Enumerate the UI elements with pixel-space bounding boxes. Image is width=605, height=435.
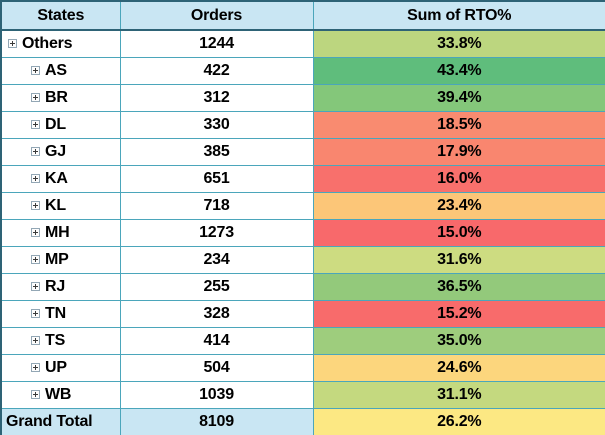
orders-cell: 330 bbox=[119, 110, 314, 139]
state-label: Others bbox=[22, 34, 73, 52]
orders-cell: 504 bbox=[119, 353, 314, 382]
orders-cell: 234 bbox=[119, 245, 314, 274]
state-cell: KA bbox=[0, 164, 121, 193]
expand-icon[interactable] bbox=[31, 201, 40, 210]
grand-total-rto-cell: 26.2% bbox=[312, 407, 605, 435]
expand-icon[interactable] bbox=[31, 93, 40, 102]
table-row: RJ 255 36.5% bbox=[0, 272, 605, 301]
state-cell: TS bbox=[0, 326, 121, 355]
expand-icon[interactable] bbox=[31, 66, 40, 75]
expand-icon[interactable] bbox=[31, 147, 40, 156]
table-row: Others 1244 33.8% bbox=[0, 29, 605, 58]
expand-icon[interactable] bbox=[31, 363, 40, 372]
state-cell: BR bbox=[0, 83, 121, 112]
table-footer: Grand Total 8109 26.2% bbox=[0, 407, 605, 435]
state-cell: TN bbox=[0, 299, 121, 328]
expand-icon[interactable] bbox=[31, 309, 40, 318]
expand-icon[interactable] bbox=[31, 120, 40, 129]
expand-icon[interactable] bbox=[31, 282, 40, 291]
expand-icon[interactable] bbox=[31, 255, 40, 264]
table-row: KA 651 16.0% bbox=[0, 164, 605, 193]
state-cell: DL bbox=[0, 110, 121, 139]
orders-cell: 422 bbox=[119, 56, 314, 85]
orders-cell: 255 bbox=[119, 272, 314, 301]
grand-total-row: Grand Total 8109 26.2% bbox=[0, 407, 605, 435]
rto-cell: 33.8% bbox=[312, 29, 605, 58]
column-header-states: States bbox=[0, 0, 121, 31]
table-row: BR 312 39.4% bbox=[0, 83, 605, 112]
state-cell: MH bbox=[0, 218, 121, 247]
table-row: TS 414 35.0% bbox=[0, 326, 605, 355]
table-row: TN 328 15.2% bbox=[0, 299, 605, 328]
state-cell: MP bbox=[0, 245, 121, 274]
state-label: MP bbox=[45, 250, 69, 268]
expand-icon[interactable] bbox=[8, 39, 17, 49]
table-row: MP 234 31.6% bbox=[0, 245, 605, 274]
rto-cell: 36.5% bbox=[312, 272, 605, 301]
state-cell: RJ bbox=[0, 272, 121, 301]
column-header-rto: Sum of RTO% bbox=[312, 0, 605, 31]
rto-cell: 23.4% bbox=[312, 191, 605, 220]
orders-cell: 1273 bbox=[119, 218, 314, 247]
state-label: UP bbox=[45, 358, 67, 376]
rto-cell: 35.0% bbox=[312, 326, 605, 355]
state-label: TS bbox=[45, 331, 66, 349]
state-cell: GJ bbox=[0, 137, 121, 166]
table-row: UP 504 24.6% bbox=[0, 353, 605, 382]
expand-icon[interactable] bbox=[31, 390, 40, 399]
rto-cell: 18.5% bbox=[312, 110, 605, 139]
table-row: AS 422 43.4% bbox=[0, 56, 605, 85]
rto-cell: 43.4% bbox=[312, 56, 605, 85]
orders-cell: 718 bbox=[119, 191, 314, 220]
orders-cell: 385 bbox=[119, 137, 314, 166]
table-row: MH 1273 15.0% bbox=[0, 218, 605, 247]
table-header: States Orders Sum of RTO% bbox=[0, 0, 605, 31]
state-label: AS bbox=[45, 61, 67, 79]
rto-cell: 16.0% bbox=[312, 164, 605, 193]
state-label: RJ bbox=[45, 277, 66, 295]
state-cell: AS bbox=[0, 56, 121, 85]
rto-cell: 24.6% bbox=[312, 353, 605, 382]
state-cell: Others bbox=[0, 29, 121, 58]
table-row: KL 718 23.4% bbox=[0, 191, 605, 220]
state-label: GJ bbox=[45, 142, 66, 160]
orders-cell: 312 bbox=[119, 83, 314, 112]
table-row: GJ 385 17.9% bbox=[0, 137, 605, 166]
state-label: BR bbox=[45, 88, 68, 106]
expand-icon[interactable] bbox=[31, 228, 40, 237]
rto-cell: 15.2% bbox=[312, 299, 605, 328]
state-label: KA bbox=[45, 169, 68, 187]
state-label: WB bbox=[45, 385, 72, 403]
state-label: MH bbox=[45, 223, 70, 241]
rto-cell: 31.6% bbox=[312, 245, 605, 274]
orders-cell: 328 bbox=[119, 299, 314, 328]
state-cell: KL bbox=[0, 191, 121, 220]
table-row: DL 330 18.5% bbox=[0, 110, 605, 139]
grand-total-orders-cell: 8109 bbox=[119, 407, 314, 435]
state-label: KL bbox=[45, 196, 66, 214]
state-label: DL bbox=[45, 115, 66, 133]
table-body: Others 1244 33.8% AS 422 43.4% BR 312 39… bbox=[0, 29, 605, 409]
rto-cell: 15.0% bbox=[312, 218, 605, 247]
rto-cell: 39.4% bbox=[312, 83, 605, 112]
table-row: WB 1039 31.1% bbox=[0, 380, 605, 409]
orders-cell: 1244 bbox=[119, 29, 314, 58]
orders-cell: 651 bbox=[119, 164, 314, 193]
grand-total-label: Grand Total bbox=[0, 407, 121, 435]
rto-cell: 17.9% bbox=[312, 137, 605, 166]
orders-cell: 414 bbox=[119, 326, 314, 355]
header-row: States Orders Sum of RTO% bbox=[0, 0, 605, 31]
expand-icon[interactable] bbox=[31, 336, 40, 345]
rto-cell: 31.1% bbox=[312, 380, 605, 409]
orders-cell: 1039 bbox=[119, 380, 314, 409]
expand-icon[interactable] bbox=[31, 174, 40, 183]
column-header-orders: Orders bbox=[119, 0, 314, 31]
state-cell: WB bbox=[0, 380, 121, 409]
state-cell: UP bbox=[0, 353, 121, 382]
state-label: TN bbox=[45, 304, 66, 322]
